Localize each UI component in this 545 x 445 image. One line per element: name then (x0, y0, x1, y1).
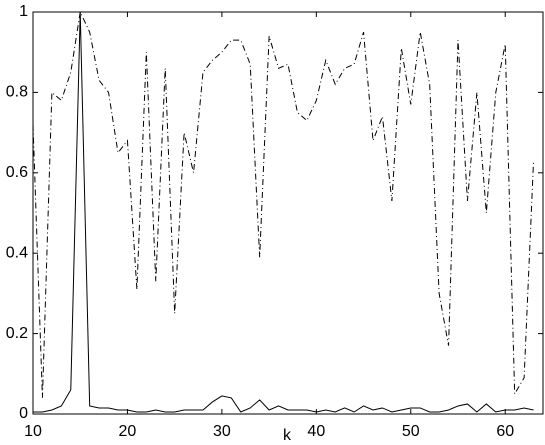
x-tick-label: 40 (307, 423, 325, 440)
y-tick-label: 0.4 (6, 244, 28, 261)
line-series (32, 10, 535, 398)
x-tick-label: 10 (24, 423, 42, 440)
y-tick-label: 1 (19, 3, 28, 20)
y-tick-label: 0 (19, 405, 28, 422)
x-axis-label: k (283, 427, 292, 444)
y-tick-label: 0.2 (6, 325, 28, 342)
x-tick-label: 30 (213, 423, 231, 440)
y-tick-label: 0.8 (6, 84, 28, 101)
y-tick-label: 0.6 (6, 164, 28, 181)
x-tick-label: 20 (119, 423, 137, 440)
plot-frame (32, 11, 544, 415)
x-tick-label: 50 (402, 423, 420, 440)
x-tick-label: 60 (496, 423, 514, 440)
line-series (33, 11, 534, 413)
